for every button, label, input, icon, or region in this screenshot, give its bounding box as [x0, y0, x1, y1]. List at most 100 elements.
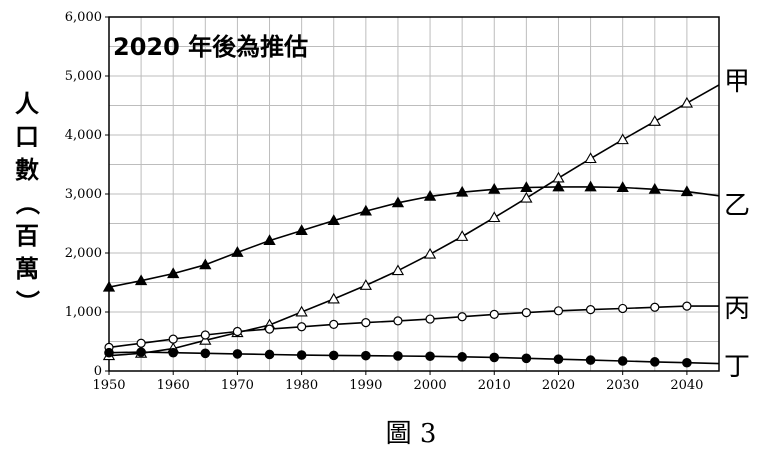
y-tick-label: 5,000 — [65, 69, 102, 84]
open-triangle-marker — [359, 279, 372, 290]
series — [102, 84, 720, 368]
open-triangle-marker — [456, 230, 469, 241]
series-丙 — [104, 301, 719, 352]
open-triangle-marker — [423, 247, 437, 259]
filled-circle-marker — [553, 354, 564, 365]
x-tick-label: 1960 — [157, 378, 190, 393]
open-circle-marker — [329, 319, 339, 329]
open-triangle-marker — [520, 191, 533, 203]
y-tick-label: 2,000 — [65, 246, 102, 261]
open-triangle-marker — [648, 115, 661, 126]
series-label-甲: 甲 — [724, 67, 750, 97]
grid — [108, 16, 720, 372]
filled-triangle-marker — [520, 181, 533, 192]
open-triangle-marker — [391, 264, 405, 276]
filled-triangle-marker — [231, 246, 244, 257]
open-triangle-marker — [552, 171, 565, 183]
filled-circle-marker — [296, 350, 307, 360]
y-tick-label: 4,000 — [65, 128, 102, 143]
filled-triangle-marker — [359, 204, 372, 216]
x-tick-label: 2000 — [414, 378, 447, 393]
open-circle-marker — [553, 306, 564, 316]
open-triangle-marker — [488, 211, 501, 223]
open-circle-marker — [393, 316, 403, 326]
filled-triangle-marker — [327, 214, 340, 225]
axes: 0 1,000 2,000 3,000 4,000 5,000 6,000 1950 1960 1… — [65, 10, 720, 393]
filled-circle-marker — [585, 355, 596, 365]
filled-circle-marker — [136, 347, 146, 357]
y-tick-label: 6,000 — [65, 10, 102, 25]
filled-circle-marker — [521, 353, 532, 364]
x-tick-label: 1950 — [92, 378, 125, 393]
open-circle-marker — [232, 326, 243, 337]
series-label-丙: 丙 — [724, 294, 750, 324]
filled-triangle-marker — [552, 180, 565, 192]
y-axis-label-char: 數 — [15, 156, 39, 184]
filled-circle-marker — [104, 347, 114, 358]
open-triangle-marker — [199, 334, 212, 345]
filled-circle-marker — [457, 352, 467, 362]
x-tick-label: 2030 — [606, 378, 639, 393]
open-triangle-marker — [680, 96, 694, 108]
filled-circle-marker — [425, 351, 435, 362]
open-triangle-marker — [584, 152, 597, 164]
filled-circle-marker — [489, 352, 500, 363]
open-circle-marker — [425, 314, 435, 324]
filled-circle-marker — [393, 351, 403, 361]
filled-triangle-marker — [199, 258, 212, 270]
filled-circle-marker — [649, 357, 660, 367]
series-label-丁: 丁 — [724, 352, 750, 382]
open-triangle-marker — [295, 305, 308, 317]
x-tick-label: 2010 — [478, 378, 511, 393]
open-circle-marker — [168, 334, 178, 344]
filled-circle-marker — [168, 347, 179, 358]
filled-triangle-marker — [584, 180, 597, 192]
filled-triangle-marker — [423, 190, 437, 201]
y-axis-label-char: （ — [13, 191, 41, 215]
x-tick-label: 2040 — [670, 378, 703, 393]
y-tick-label: 1,000 — [65, 305, 102, 320]
open-circle-marker — [297, 322, 307, 332]
open-triangle-marker — [327, 292, 340, 304]
filled-triangle-marker — [616, 181, 629, 192]
series-line — [108, 186, 720, 288]
y-axis-label-char: 萬 — [15, 255, 39, 283]
filled-triangle-marker — [488, 182, 501, 194]
series-label-乙: 乙 — [724, 191, 750, 221]
filled-triangle-marker — [102, 280, 116, 292]
filled-circle-marker — [361, 350, 371, 361]
filled-circle-marker — [617, 356, 628, 366]
filled-circle-marker — [200, 348, 211, 359]
x-tick-label: 2020 — [542, 378, 575, 393]
filled-circle-marker — [264, 349, 275, 360]
filled-triangle-marker — [680, 185, 694, 197]
open-circle-marker — [200, 330, 210, 340]
series-line — [108, 351, 720, 365]
filled-triangle-marker — [456, 185, 469, 197]
x-tick-label: 1980 — [285, 378, 318, 393]
y-tick-label: 3,000 — [65, 187, 102, 202]
projection-note: 2020 年後為推估 — [113, 33, 308, 61]
series-丁 — [104, 347, 720, 368]
filled-triangle-marker — [167, 267, 180, 279]
filled-triangle-marker — [648, 182, 661, 194]
filled-triangle-marker — [391, 196, 405, 208]
filled-circle-marker — [232, 349, 243, 359]
y-axis-label-char: 百 — [15, 222, 39, 250]
figure-caption: 圖 3 — [386, 419, 437, 449]
y-axis-label-char: ） — [13, 290, 41, 314]
series-乙 — [102, 180, 720, 292]
series-甲 — [102, 84, 720, 361]
y-axis-label-char: 口 — [15, 123, 39, 151]
open-circle-marker — [650, 302, 660, 312]
series-line — [108, 84, 720, 357]
open-circle-marker — [457, 312, 467, 322]
open-triangle-marker — [616, 133, 629, 145]
x-tick-label: 1970 — [221, 378, 254, 393]
open-circle-marker — [618, 303, 628, 314]
open-circle-marker — [136, 338, 146, 348]
open-circle-marker — [682, 301, 692, 311]
filled-circle-marker — [328, 350, 339, 361]
